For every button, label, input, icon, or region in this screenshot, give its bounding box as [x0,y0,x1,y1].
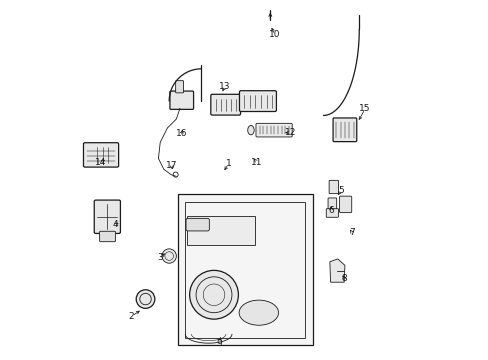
Text: 16: 16 [176,129,187,138]
Text: 10: 10 [269,30,280,39]
Polygon shape [187,216,255,244]
Text: 8: 8 [341,274,346,283]
Text: 9: 9 [216,339,222,348]
Circle shape [136,290,155,309]
Text: 14: 14 [95,158,106,167]
FancyBboxPatch shape [185,219,209,231]
Text: 6: 6 [328,206,333,215]
FancyBboxPatch shape [332,118,356,141]
Ellipse shape [239,300,278,325]
FancyBboxPatch shape [239,91,276,112]
Text: 1: 1 [225,159,231,168]
Text: 3: 3 [157,253,163,262]
FancyBboxPatch shape [327,198,336,210]
FancyBboxPatch shape [83,143,119,167]
Text: 17: 17 [165,161,177,170]
FancyBboxPatch shape [175,81,183,93]
Text: 11: 11 [251,158,262,167]
Text: 15: 15 [359,104,370,113]
Circle shape [162,249,176,263]
Text: 5: 5 [338,186,344,195]
FancyBboxPatch shape [325,209,338,217]
Text: 7: 7 [348,228,354,237]
Text: 13: 13 [219,82,230,91]
Text: 12: 12 [284,128,296,137]
Polygon shape [178,194,312,345]
FancyBboxPatch shape [94,200,120,233]
Text: 2: 2 [128,312,134,321]
FancyBboxPatch shape [328,180,338,194]
FancyBboxPatch shape [169,91,193,109]
Text: 4: 4 [112,220,118,229]
FancyBboxPatch shape [100,231,115,242]
FancyBboxPatch shape [210,94,240,115]
FancyBboxPatch shape [339,196,351,213]
FancyBboxPatch shape [255,123,292,137]
Circle shape [189,270,238,319]
Polygon shape [329,259,344,282]
Ellipse shape [247,126,254,135]
